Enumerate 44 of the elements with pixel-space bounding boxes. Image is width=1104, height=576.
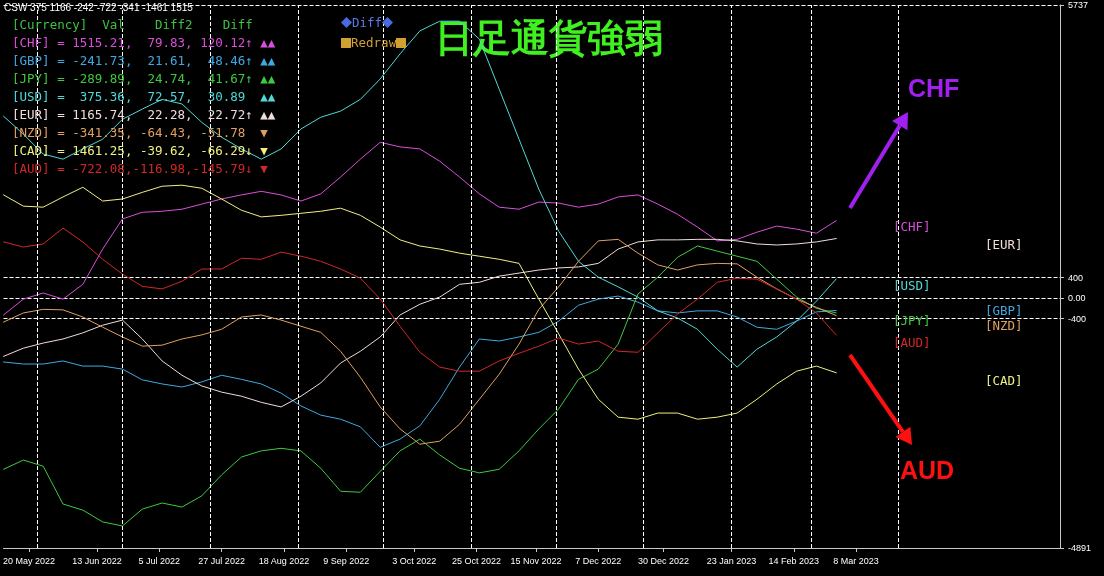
chart-title: 日足通貨強弱 [435, 16, 663, 60]
x-tick-label: 25 Oct 2022 [452, 555, 502, 566]
line-series [3, 295, 837, 448]
text: [EUR] [985, 237, 1023, 252]
text: [USD] [893, 278, 931, 293]
y-tick-label: -4891 [1068, 543, 1092, 553]
annotation: Diff [352, 15, 383, 30]
text: [CAD] [985, 373, 1023, 388]
annotation: [Currency] Val Diff2 Diff [12, 17, 253, 32]
x-tick-label: 27 Jul 2022 [198, 555, 245, 566]
y-tick-label: 5737 [1068, 0, 1089, 10]
annotation: [CHF] = 1515.21, 79.83, 120.12↑ ▲▲ [12, 35, 276, 50]
annotation: Redraw [351, 35, 397, 50]
line-series [3, 184, 837, 420]
line-series [3, 238, 837, 408]
x-tick-label: 5 Jul 2022 [138, 555, 181, 566]
y-tick-label: -400 [1068, 313, 1087, 324]
x-tick-label: 7 Dec 2022 [575, 555, 622, 566]
line-series [3, 238, 837, 445]
y-tick-label: 0.00 [1068, 293, 1086, 304]
annotation: CHF [908, 74, 960, 102]
x-tick-label: 9 Sep 2022 [323, 555, 370, 566]
annotation: [GBP] = -241.73, 21.61, 48.46↑ ▲▲ [12, 53, 276, 68]
line-series [3, 245, 837, 527]
x-tick-label: 18 Aug 2022 [258, 555, 310, 566]
text: [CHF] [893, 219, 931, 234]
x-tick-label: 13 Jun 2022 [72, 555, 122, 566]
x-tick-label: 3 Oct 2022 [392, 555, 437, 566]
annotation: [AUD] = -722.08,-116.98,-145.79↓ ▼ [12, 161, 268, 176]
annotation: AUD [900, 456, 955, 484]
annotation: [JPY] = -289.89, 24.74, 41.67↑ ▲▲ [12, 71, 276, 86]
line-series [3, 141, 837, 316]
text: [AUD] [893, 335, 931, 350]
x-tick-label: 23 Jan 2023 [706, 555, 757, 566]
line-series [3, 227, 837, 372]
text: [NZD] [985, 318, 1023, 333]
x-tick-label: 20 May 2022 [2, 555, 56, 566]
y-tick-label: 400 [1068, 272, 1084, 283]
x-tick-label: 30 Dec 2022 [637, 555, 689, 566]
annotation: [USD] = 375.36, 72.57, 30.89 ▲▲ [12, 89, 276, 104]
x-tick-label: 14 Feb 2023 [768, 555, 820, 566]
x-tick-label: 8 Mar 2023 [833, 555, 879, 566]
text: [GBP] [985, 303, 1023, 318]
x-tick-label: 15 Nov 2022 [510, 555, 562, 566]
